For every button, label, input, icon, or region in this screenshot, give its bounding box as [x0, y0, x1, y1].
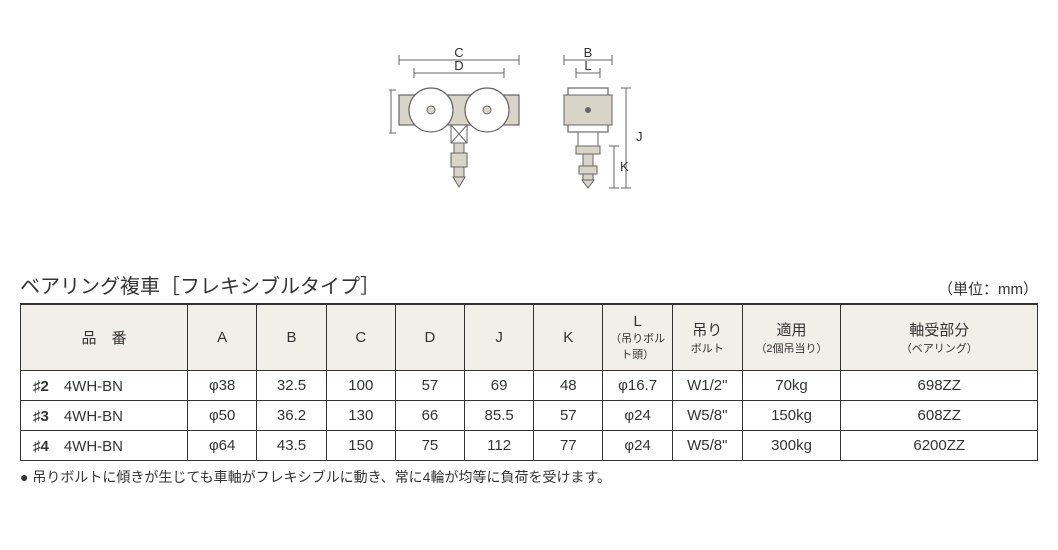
cell-C: 100 [326, 371, 395, 401]
cell-D: 75 [395, 431, 464, 461]
cell-bearing: 608ZZ [841, 401, 1038, 431]
cell-A: φ64 [188, 431, 257, 461]
cell-L: φ24 [603, 431, 673, 461]
th-B: B [257, 305, 326, 371]
cell-A: φ38 [188, 371, 257, 401]
cell-bolt: W1/2" [672, 371, 742, 401]
cell-D: 57 [395, 371, 464, 401]
unit-label: （単位：mm） [938, 278, 1038, 299]
table-row: ♯2 4WH-BNφ3832.5100576948φ16.7W1/2"70kg6… [21, 371, 1038, 401]
cell-apply: 300kg [742, 431, 841, 461]
label-J: J [636, 129, 643, 144]
table-row: ♯4 4WH-BNφ6443.51507511277φ24W5/8"300kg6… [21, 431, 1038, 461]
th-C: C [326, 305, 395, 371]
cell-bolt: W5/8" [672, 431, 742, 461]
cell-L: φ16.7 [603, 371, 673, 401]
th-L: L （吊りボルト頭） [603, 305, 673, 371]
cell-B: 36.2 [257, 401, 326, 431]
cell-K: 48 [534, 371, 603, 401]
cell-L: φ24 [603, 401, 673, 431]
cell-bearing: 698ZZ [841, 371, 1038, 401]
th-apply: 適用 （2個吊当り） [742, 305, 841, 371]
technical-diagram: C D A [20, 20, 1038, 230]
th-K: K [534, 305, 603, 371]
diagram-svg: C D A [389, 35, 669, 215]
table-row: ♯3 4WH-BNφ5036.21306685.557φ24W5/8"150kg… [21, 401, 1038, 431]
label-K: K [620, 159, 629, 174]
th-D: D [395, 305, 464, 371]
th-bearing: 軸受部分 （ベアリング） [841, 305, 1038, 371]
cell-bearing: 6200ZZ [841, 431, 1038, 461]
cell-model: ♯3 4WH-BN [21, 401, 188, 431]
title-row: ベアリング複車［フレキシブルタイプ］ （単位：mm） [20, 270, 1038, 305]
cell-K: 57 [534, 401, 603, 431]
header-row: 品 番 A B C D J K L （吊りボルト頭） 吊り ボルト 適用 （2個… [21, 305, 1038, 371]
label-D: D [454, 58, 463, 73]
cell-D: 66 [395, 401, 464, 431]
cell-J: 69 [464, 371, 533, 401]
cell-bolt: W5/8" [672, 401, 742, 431]
cell-model: ♯4 4WH-BN [21, 431, 188, 461]
label-L: L [584, 58, 591, 73]
spec-table: 品 番 A B C D J K L （吊りボルト頭） 吊り ボルト 適用 （2個… [20, 305, 1038, 461]
cell-C: 130 [326, 401, 395, 431]
footnote: ● 吊りボルトに傾きが生じても車軸がフレキシブルに動き、常に4輪が均等に負荷を受… [20, 467, 1038, 487]
cell-B: 32.5 [257, 371, 326, 401]
th-A: A [188, 305, 257, 371]
cell-model: ♯2 4WH-BN [21, 371, 188, 401]
th-bolt: 吊り ボルト [672, 305, 742, 371]
cell-A: φ50 [188, 401, 257, 431]
cell-B: 43.5 [257, 431, 326, 461]
th-model: 品 番 [21, 305, 188, 371]
cell-J: 85.5 [464, 401, 533, 431]
cell-apply: 70kg [742, 371, 841, 401]
cell-K: 77 [534, 431, 603, 461]
cell-apply: 150kg [742, 401, 841, 431]
cell-J: 112 [464, 431, 533, 461]
th-J: J [464, 305, 533, 371]
product-title: ベアリング複車［フレキシブルタイプ］ [20, 270, 380, 299]
cell-C: 150 [326, 431, 395, 461]
